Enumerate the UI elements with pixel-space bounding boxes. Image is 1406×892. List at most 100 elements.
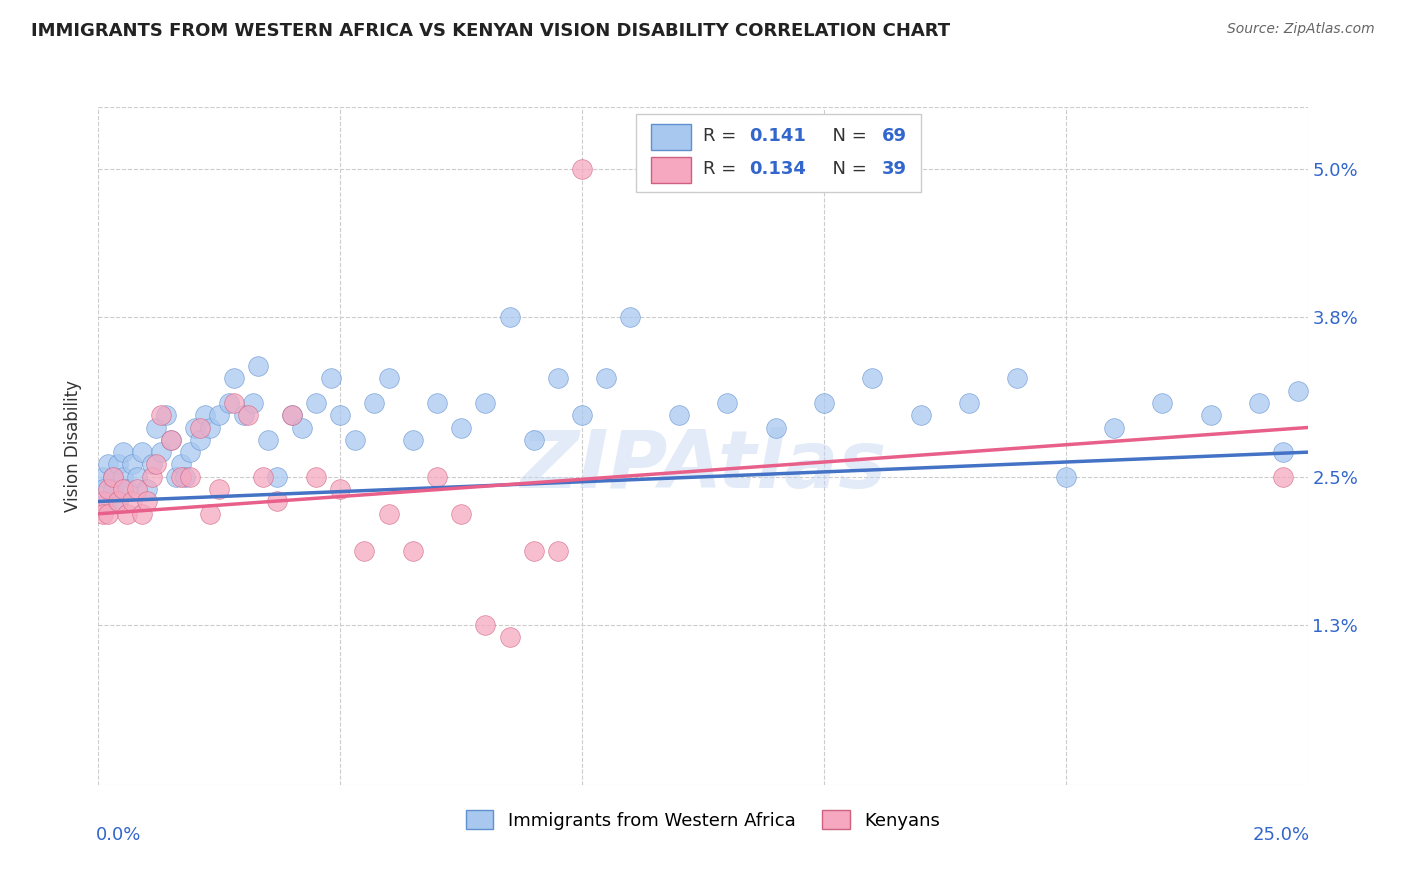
Point	[174, 470, 197, 484]
Text: 39: 39	[882, 161, 907, 178]
Point	[117, 507, 139, 521]
Point	[305, 396, 328, 410]
Point	[571, 161, 593, 176]
Text: ZIPAtlas: ZIPAtlas	[520, 427, 886, 506]
Point	[957, 396, 980, 410]
Text: 0.141: 0.141	[749, 128, 806, 145]
Point	[169, 470, 191, 484]
Point	[252, 470, 274, 484]
Point	[179, 445, 201, 459]
Point	[571, 408, 593, 422]
Text: IMMIGRANTS FROM WESTERN AFRICA VS KENYAN VISION DISABILITY CORRELATION CHART: IMMIGRANTS FROM WESTERN AFRICA VS KENYAN…	[31, 22, 950, 40]
Point	[97, 507, 120, 521]
Point	[813, 396, 835, 410]
Text: R =: R =	[703, 161, 742, 178]
Point	[450, 507, 472, 521]
Point	[290, 420, 312, 434]
Point	[150, 445, 173, 459]
Point	[402, 543, 425, 558]
Point	[127, 470, 149, 484]
Point	[141, 458, 163, 472]
Point	[305, 470, 328, 484]
Point	[111, 482, 134, 496]
Point	[474, 617, 496, 632]
Point	[1054, 470, 1077, 484]
Point	[377, 371, 399, 385]
Point	[1286, 384, 1309, 398]
Point	[353, 543, 375, 558]
Point	[117, 482, 139, 496]
FancyBboxPatch shape	[651, 124, 690, 150]
Point	[91, 470, 114, 484]
Point	[266, 494, 288, 508]
Point	[127, 482, 149, 496]
Point	[135, 494, 157, 508]
Point	[498, 630, 520, 644]
Point	[160, 433, 183, 447]
Point	[121, 458, 143, 472]
Point	[91, 482, 114, 496]
Text: Source: ZipAtlas.com: Source: ZipAtlas.com	[1227, 22, 1375, 37]
Text: N =: N =	[821, 161, 873, 178]
Point	[1199, 408, 1222, 422]
Point	[165, 470, 187, 484]
Point	[319, 371, 342, 385]
Point	[145, 420, 167, 434]
Point	[91, 507, 114, 521]
Point	[111, 470, 134, 484]
Point	[208, 482, 231, 496]
Point	[474, 396, 496, 410]
Point	[169, 458, 191, 472]
Point	[402, 433, 425, 447]
Text: N =: N =	[821, 128, 873, 145]
Point	[523, 433, 546, 447]
Point	[426, 470, 449, 484]
Point	[238, 408, 260, 422]
Point	[131, 445, 153, 459]
Point	[329, 482, 352, 496]
Point	[160, 433, 183, 447]
Point	[91, 494, 114, 508]
Point	[222, 396, 245, 410]
Point	[150, 408, 173, 422]
Point	[281, 408, 304, 422]
Point	[910, 408, 932, 422]
Text: 69: 69	[882, 128, 907, 145]
Point	[1007, 371, 1029, 385]
Point	[716, 396, 738, 410]
Point	[218, 396, 240, 410]
Point	[107, 458, 129, 472]
Point	[101, 482, 124, 496]
Point	[426, 396, 449, 410]
Point	[222, 371, 245, 385]
Point	[145, 458, 167, 472]
Point	[1272, 470, 1295, 484]
Point	[1272, 445, 1295, 459]
Point	[363, 396, 385, 410]
Point	[208, 408, 231, 422]
Point	[1102, 420, 1125, 434]
Point	[247, 359, 270, 373]
Point	[131, 507, 153, 521]
Point	[242, 396, 264, 410]
Point	[179, 470, 201, 484]
Point	[329, 408, 352, 422]
Point	[1249, 396, 1271, 410]
Point	[97, 458, 120, 472]
Point	[107, 494, 129, 508]
Point	[198, 420, 221, 434]
Legend: Immigrants from Western Africa, Kenyans: Immigrants from Western Africa, Kenyans	[458, 803, 948, 837]
Point	[547, 371, 569, 385]
Point	[281, 408, 304, 422]
Point	[595, 371, 617, 385]
Point	[619, 310, 641, 324]
Point	[765, 420, 787, 434]
Text: 0.134: 0.134	[749, 161, 806, 178]
Text: 0.0%: 0.0%	[96, 826, 142, 844]
Text: R =: R =	[703, 128, 742, 145]
Point	[256, 433, 278, 447]
Point	[184, 420, 207, 434]
Point	[194, 408, 217, 422]
Point	[188, 433, 211, 447]
Point	[198, 507, 221, 521]
